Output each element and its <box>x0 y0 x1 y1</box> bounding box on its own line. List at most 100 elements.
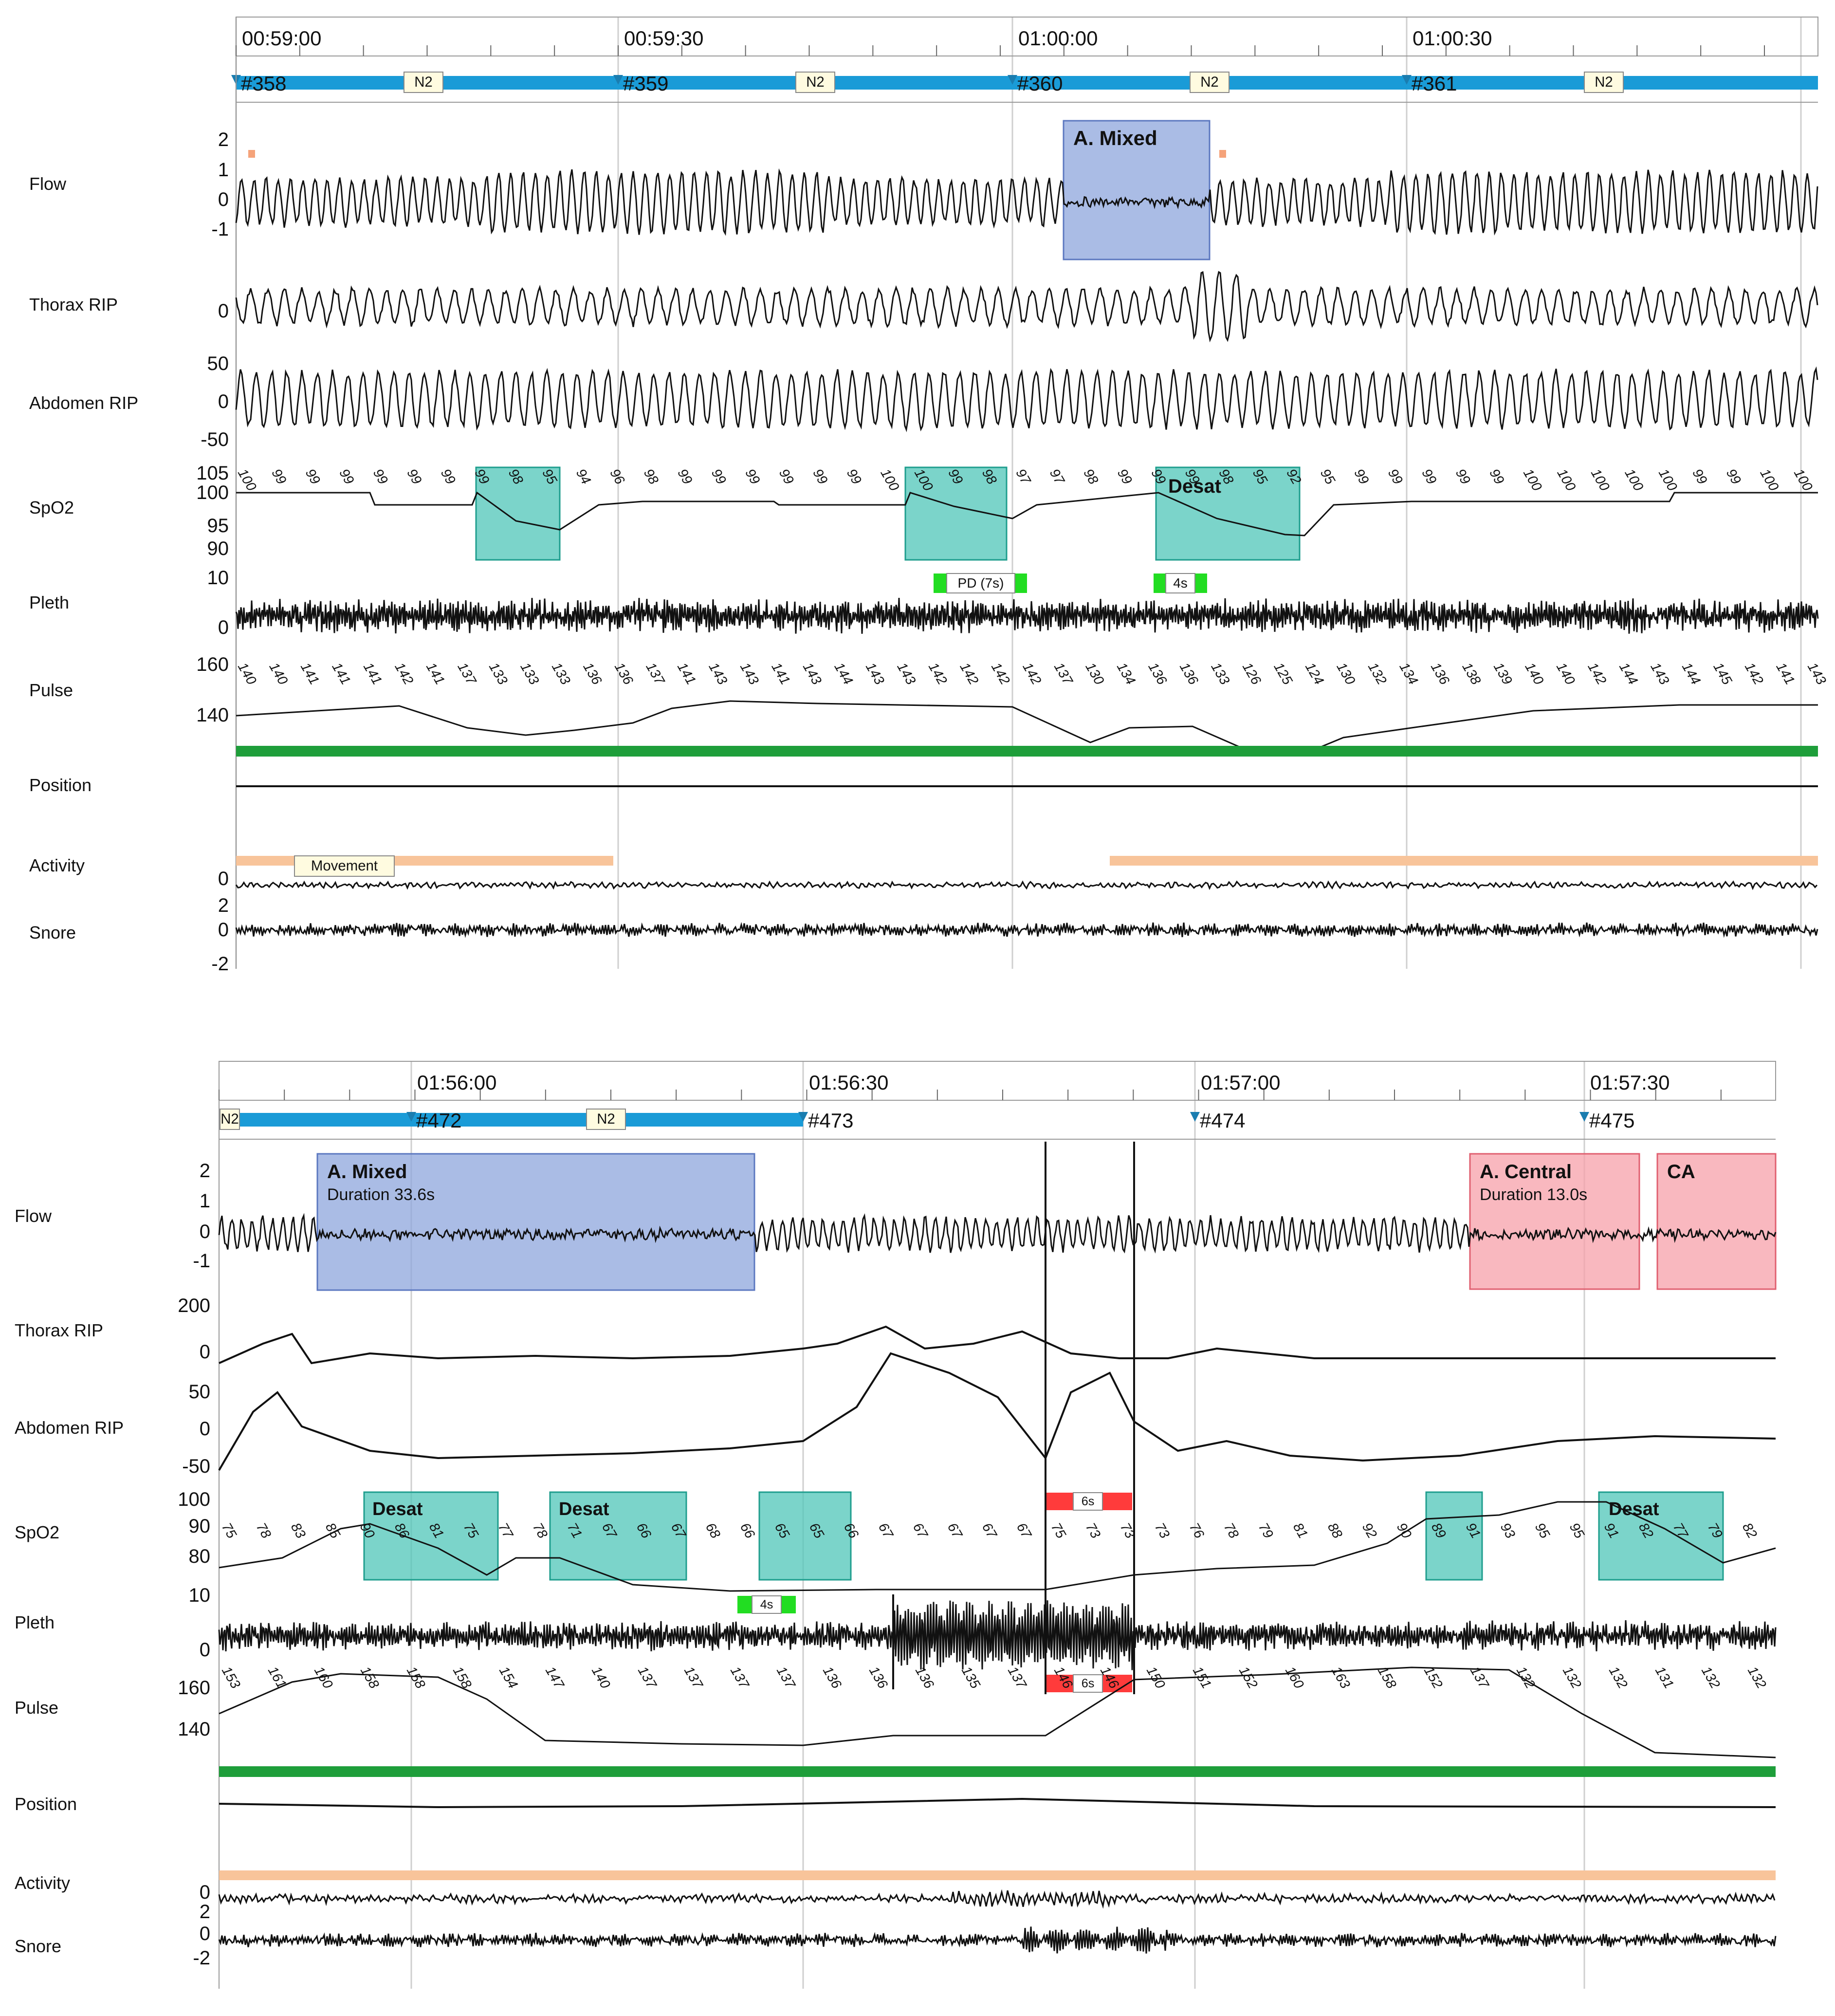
spo2-trace <box>236 491 1818 536</box>
pulse-value: 137 <box>774 1664 799 1692</box>
desat-event[interactable] <box>363 1491 499 1581</box>
time-label: 00:59:00 <box>242 27 322 50</box>
pulse-value: 136 <box>1145 660 1170 687</box>
mixed-apnea-duration: Duration 33.6s <box>327 1185 435 1204</box>
desat-event[interactable] <box>758 1491 852 1581</box>
pulse-value: 140 <box>1522 660 1546 687</box>
sleep-stage-label-box <box>404 72 443 93</box>
sleep-stage-bar[interactable] <box>219 1113 803 1127</box>
pulse-value: 136 <box>580 660 605 687</box>
sleep-stage-label-box <box>1584 72 1624 93</box>
ca-label: CA <box>1667 1161 1695 1183</box>
pulse-value: 141 <box>1773 660 1798 687</box>
spo2-value: 99 <box>1724 466 1744 487</box>
pulse-value: 145 <box>1710 660 1735 687</box>
spo2-value: 85 <box>323 1520 344 1541</box>
flow-waveform <box>235 168 1818 236</box>
epoch-marker-icon <box>1190 1112 1200 1122</box>
axis-tick-pulse: 140 <box>178 1719 210 1740</box>
spo2-value: 99 <box>438 466 459 487</box>
pulse-value: 137 <box>643 660 668 688</box>
pulse-value: 160 <box>1283 1664 1307 1691</box>
epoch-number: #473 <box>808 1109 853 1132</box>
desat-event[interactable] <box>475 466 561 561</box>
activity-band[interactable] <box>219 1870 1776 1880</box>
flow-marker <box>1219 150 1226 158</box>
pulse-value: 130 <box>1083 660 1107 687</box>
pulse-value: 142 <box>1742 660 1766 687</box>
axis-tick-snore: 0 <box>218 919 229 941</box>
pulse-value: 142 <box>1020 660 1044 687</box>
epoch-number: #472 <box>416 1109 461 1132</box>
spo2-value: 99 <box>1115 466 1135 487</box>
spo2-value: 75 <box>1048 1520 1069 1541</box>
movement-label-box <box>294 855 395 877</box>
spo2-value: 99 <box>1689 466 1710 487</box>
abdomen-waveform <box>235 366 1818 432</box>
axis-tick-spo2: 90 <box>207 538 229 559</box>
thorax-waveform <box>219 1325 1776 1365</box>
axis-tick-snore: 2 <box>218 895 229 916</box>
axis-tick-pleth: 10 <box>207 567 229 589</box>
central-apnea-event[interactable] <box>1469 1153 1640 1290</box>
time-header <box>219 1061 1776 1101</box>
spo2-value: 92 <box>1359 1520 1380 1541</box>
flow-waveform <box>218 1213 1777 1254</box>
axis-tick-flow: 1 <box>218 159 229 181</box>
spo2-value: 68 <box>703 1520 724 1541</box>
bottom-recording-panel[interactable]: 01:56:00 01:56:30 01:57:00 01:57:30 #472 #473… <box>15 1061 1777 1989</box>
spo2-value: 100 <box>878 466 902 494</box>
sleep-stage-label: N2 <box>414 74 433 90</box>
sleep-stage-label-box <box>1190 72 1229 93</box>
snore-trace <box>218 1926 1777 1954</box>
desat-event[interactable] <box>549 1491 687 1581</box>
pulse-value: 133 <box>517 660 542 687</box>
mixed-apnea-event[interactable] <box>316 1153 755 1291</box>
movement-band[interactable] <box>1110 856 1818 866</box>
desat-event[interactable] <box>1598 1491 1724 1581</box>
central-apnea-event[interactable] <box>1656 1153 1777 1290</box>
sleep-stage-label: N2 <box>597 1111 615 1127</box>
pulse-value: 138 <box>1459 660 1484 687</box>
pulse-value: 133 <box>549 660 573 687</box>
sleep-stage-bar[interactable] <box>236 76 1818 90</box>
channel-label-activity: Activity <box>29 855 85 875</box>
pulse-value: 143 <box>1805 660 1829 687</box>
pulse-value: 143 <box>894 660 918 687</box>
desat-event[interactable] <box>1425 1491 1483 1581</box>
pleth-waveform <box>235 597 1819 634</box>
axis-tick-activity: 0 <box>218 868 229 889</box>
pulse-value: 133 <box>1208 660 1232 687</box>
time-label: 01:56:00 <box>417 1071 497 1094</box>
pulse-value: 141 <box>361 660 385 687</box>
axis-tick-pulse: 140 <box>196 704 229 726</box>
axis-tick-abdomen: -50 <box>182 1456 210 1477</box>
pulse-value: 143 <box>1648 660 1672 687</box>
pulse-value: 134 <box>1114 660 1138 687</box>
mixed-apnea-label: A. Mixed <box>327 1161 407 1183</box>
activity-trace <box>235 880 1818 890</box>
sleep-stage-label: N2 <box>1200 74 1219 90</box>
axis-tick-thorax: 0 <box>200 1341 210 1363</box>
spo2-value: 94 <box>573 466 594 487</box>
top-recording-panel[interactable]: 00:59:00 00:59:30 01:00:00 01:00:30 #358 #359… <box>29 17 1829 975</box>
mixed-apnea-event[interactable] <box>1063 120 1211 260</box>
short-marker-label-box <box>752 1595 782 1614</box>
spo2-value: 95 <box>1318 466 1339 487</box>
pulse-value: 140 <box>589 1664 613 1691</box>
spo2-value: 99 <box>742 466 763 487</box>
pulse-value: 158 <box>404 1664 428 1691</box>
pulse-value: 134 <box>1396 660 1421 687</box>
axis-tick-activity: 0 <box>200 1882 210 1903</box>
pulse-value: 142 <box>1585 660 1609 687</box>
pulse-value: 142 <box>957 660 981 687</box>
movement-band[interactable] <box>236 856 613 866</box>
epoch-marker-icon <box>613 75 623 85</box>
pulse-value: 142 <box>392 660 416 687</box>
axis-tick-snore: -2 <box>211 953 229 975</box>
desat-event[interactable] <box>1155 466 1301 561</box>
axis-tick-pleth: 0 <box>218 617 229 638</box>
axis-tick-spo2: 100 <box>178 1489 210 1510</box>
desat-label: Desat <box>1609 1499 1659 1519</box>
spo2-value: 99 <box>709 466 729 487</box>
